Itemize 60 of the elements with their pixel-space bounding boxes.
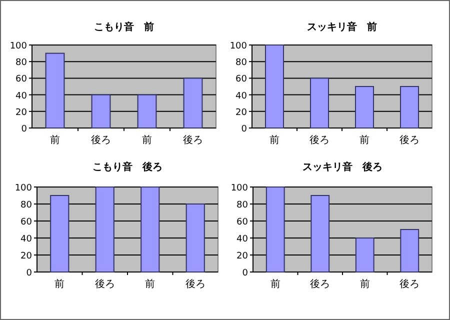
- x-tick-label: 後ろ: [400, 134, 420, 146]
- bar: [266, 186, 285, 272]
- y-tick-label: 60: [236, 218, 248, 228]
- bar: [140, 186, 160, 272]
- bar: [355, 86, 374, 128]
- x-tick-label: 前: [54, 278, 65, 290]
- x-tick-label: 前: [142, 134, 152, 146]
- y-tick-label: 100: [10, 42, 28, 52]
- bar: [400, 86, 419, 128]
- bar: [310, 78, 329, 128]
- y-tick-label: 20: [20, 252, 32, 262]
- y-tick-label: 20: [236, 252, 248, 262]
- y-tick-label: 40: [236, 234, 248, 244]
- bar: [45, 52, 65, 128]
- x-tick-label: 後ろ: [185, 278, 206, 290]
- y-tick-label: 40: [236, 91, 248, 102]
- bar: [183, 78, 203, 128]
- bar: [310, 195, 330, 272]
- y-tick-label: 40: [20, 234, 32, 244]
- y-tick-label: 80: [20, 200, 32, 210]
- bar: [137, 94, 157, 128]
- chart-title: こもり音 前: [94, 21, 154, 33]
- bar: [265, 44, 284, 128]
- x-tick-label: 後ろ: [91, 134, 111, 146]
- y-tick-label: 100: [230, 184, 248, 194]
- y-tick-label: 40: [16, 91, 28, 102]
- bar: [355, 238, 374, 272]
- x-tick-label: 前: [270, 278, 280, 290]
- y-tick-label: 60: [20, 218, 32, 228]
- y-tick-label: 0: [241, 124, 248, 134]
- y-tick-label: 100: [230, 42, 248, 52]
- x-tick-label: 前: [145, 278, 156, 290]
- chart-title: スッキリ音 前: [307, 21, 377, 33]
- x-tick-label: 前: [50, 134, 60, 146]
- x-tick-label: 前: [360, 134, 370, 146]
- y-tick-label: 60: [16, 74, 28, 85]
- y-tick-label: 0: [242, 268, 248, 278]
- x-tick-label: 後ろ: [310, 134, 330, 146]
- bar: [50, 195, 70, 272]
- bar: [91, 94, 111, 128]
- y-tick-label: 80: [236, 58, 248, 68]
- y-tick-label: 0: [26, 268, 32, 278]
- y-tick-label: 80: [16, 58, 28, 68]
- chart-title: こもり音 後ろ: [92, 161, 162, 173]
- x-tick-label: 後ろ: [94, 278, 115, 290]
- y-tick-label: 100: [14, 184, 32, 194]
- bar: [400, 229, 420, 272]
- chart-title: スッキリ音 後ろ: [302, 161, 382, 173]
- bar: [95, 186, 114, 272]
- y-tick-label: 80: [236, 200, 248, 210]
- x-tick-label: 後ろ: [400, 278, 420, 290]
- y-tick-label: 0: [21, 124, 28, 134]
- x-tick-label: 前: [360, 278, 370, 290]
- y-tick-label: 60: [236, 74, 248, 85]
- y-tick-label: 20: [236, 108, 248, 118]
- x-tick-label: 後ろ: [310, 278, 330, 290]
- x-tick-label: 後ろ: [183, 134, 203, 146]
- x-tick-label: 前: [270, 134, 280, 146]
- y-tick-label: 20: [16, 108, 28, 118]
- bar: [186, 204, 205, 272]
